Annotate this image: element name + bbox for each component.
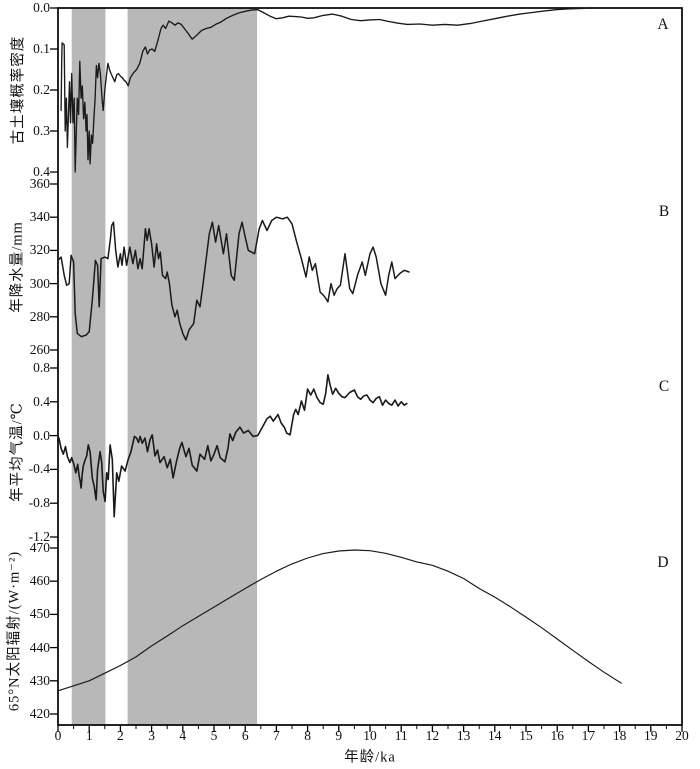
x-tick-label: 18 [612, 728, 627, 743]
x-tick-label: 13 [456, 728, 471, 743]
x-tick-label: 16 [550, 728, 564, 743]
y-tick-label: 360 [29, 176, 50, 191]
y-tick-label: 470 [29, 540, 50, 555]
y-tick-label: 450 [29, 606, 50, 622]
x-tick-label: 3 [148, 728, 155, 743]
y-tick-label: 430 [29, 672, 50, 688]
y-tick-label: 0.2 [33, 82, 50, 97]
panel-letter-C: C [658, 378, 670, 395]
x-tick-label: 20 [675, 728, 689, 743]
x-tick-label: 2 [117, 728, 124, 743]
x-tick-label: 12 [425, 728, 440, 743]
y-tick-label: 460 [29, 573, 50, 589]
y-axis-title-A: 古土壤概率密度 [10, 35, 27, 145]
y-axis-title-D: 65°N太阳辐射/(W·m⁻²) [6, 550, 23, 712]
y-tick-label: 440 [29, 639, 50, 655]
y-axis-title-C: 年平均气温/℃ [9, 402, 26, 502]
y-tick-label: 260 [29, 342, 50, 357]
x-tick-label: 1 [85, 728, 93, 743]
curve-annual-mean-temperature [58, 373, 408, 518]
x-tick-label: 11 [394, 728, 408, 743]
y-tick-label: 340 [29, 209, 50, 225]
curve-annual-precipitation [57, 216, 410, 341]
x-tick-label: 7 [273, 728, 280, 743]
x-tick-label: 17 [581, 728, 596, 743]
y-tick-label: 0.3 [33, 123, 50, 138]
x-tick-label: 9 [335, 728, 343, 743]
x-tick-label: 15 [519, 728, 533, 743]
y-tick-label: 0.4 [33, 164, 50, 179]
y-tick-label: 420 [29, 706, 50, 721]
x-tick-label: 10 [363, 728, 377, 743]
y-tick-label: 320 [29, 242, 50, 258]
y-tick-label: -1.2 [28, 529, 50, 544]
x-tick-label: 19 [644, 728, 658, 743]
x-tick-label: 0 [54, 728, 62, 743]
x-tick-label: 6 [241, 728, 249, 743]
panel-letter-D: D [657, 554, 669, 571]
curve-paleosol-probability-density [60, 7, 590, 173]
y-tick-label: 0.4 [33, 393, 50, 409]
panel-letter-A: A [657, 16, 669, 33]
x-axis-title: 年龄/ka [344, 749, 396, 766]
shaded-interval-band [71, 8, 106, 725]
y-tick-label: -0.4 [28, 461, 50, 477]
y-tick-label: 0.1 [33, 41, 50, 56]
x-tick-label: 14 [488, 728, 502, 743]
x-tick-label: 8 [304, 728, 311, 743]
y-tick-label: 0.0 [33, 0, 50, 15]
y-axis-title-B: 年降水量/mm [9, 221, 26, 313]
shaded-interval-band [127, 8, 258, 725]
y-tick-label: -0.8 [28, 495, 50, 511]
y-tick-label: 280 [29, 308, 50, 324]
curve-65N-solar-radiation [57, 549, 622, 692]
x-tick-label: 5 [210, 728, 218, 743]
y-tick-label: 300 [29, 275, 50, 291]
x-tick-label: 4 [179, 728, 187, 743]
y-tick-label: 0.0 [33, 427, 50, 443]
y-tick-label: 0.8 [33, 360, 50, 375]
panel-letter-B: B [658, 203, 670, 220]
